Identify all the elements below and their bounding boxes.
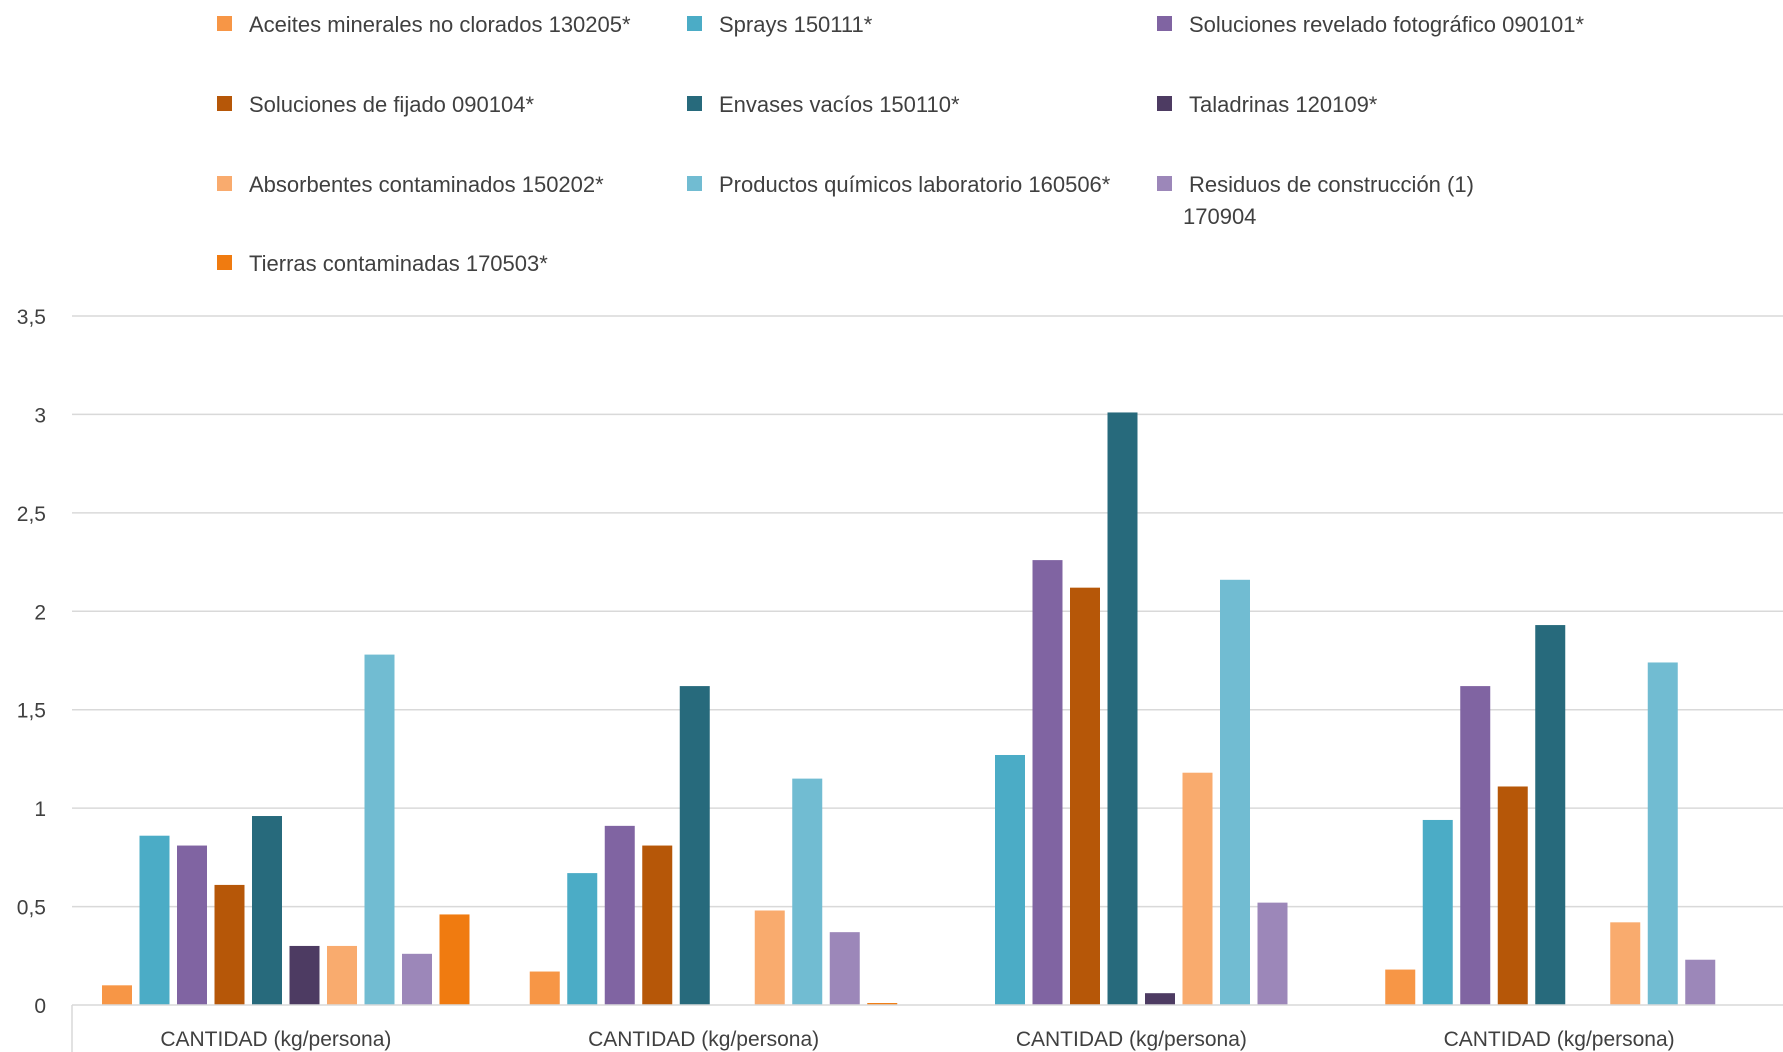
x-category-label: CANTIDAD (kg/persona)	[588, 1028, 819, 1051]
bar	[139, 835, 170, 1005]
x-category-label: CANTIDAD (kg/persona)	[1016, 1028, 1247, 1051]
legend-swatch	[687, 96, 702, 111]
legend-item: Aceites minerales no clorados 130205*	[217, 12, 631, 37]
bar	[1385, 969, 1416, 1005]
legend-item: Sprays 150111*	[687, 12, 873, 37]
legend-label: Aceites minerales no clorados 130205*	[249, 12, 631, 37]
legend-item: Absorbentes contaminados 150202*	[217, 172, 604, 197]
bar	[1647, 662, 1678, 1005]
bar	[1145, 993, 1175, 1005]
legend-swatch	[217, 176, 232, 191]
legend-swatch	[217, 96, 232, 111]
bar	[1685, 959, 1716, 1005]
y-tick-label: 3,5	[17, 306, 46, 329]
legend-label: Residuos de construcción (1)	[1189, 172, 1474, 197]
bar	[1182, 772, 1213, 1005]
bar	[567, 873, 598, 1005]
bar	[867, 1003, 898, 1005]
y-tick-label: 0,5	[17, 897, 46, 920]
bar	[439, 914, 470, 1005]
bar	[604, 825, 635, 1005]
legend-item: Taladrinas 120109*	[1157, 92, 1378, 117]
legend-label: Tierras contaminadas 170503*	[249, 251, 548, 276]
bar	[1220, 579, 1250, 1005]
bar	[829, 932, 860, 1005]
legend-item: Soluciones de fijado 090104*	[217, 92, 534, 117]
bar	[1032, 560, 1063, 1005]
bar	[529, 971, 560, 1005]
legend-item: Productos químicos laboratorio 160506*	[687, 172, 1111, 197]
legend-swatch	[1157, 176, 1172, 191]
legend-swatch	[217, 16, 232, 31]
bar	[402, 953, 432, 1005]
legend-label: Sprays 150111*	[719, 12, 873, 37]
legend-swatch	[217, 255, 232, 270]
bar	[1107, 412, 1138, 1006]
legend-swatch	[687, 16, 702, 31]
bar	[214, 884, 245, 1005]
bar	[1422, 819, 1453, 1005]
chart-legend: Aceites minerales no clorados 130205* Spr…	[217, 12, 1584, 276]
chart-bars	[102, 412, 1716, 1006]
bar	[1070, 587, 1100, 1005]
x-category-label: CANTIDAD (kg/persona)	[1444, 1028, 1675, 1051]
y-tick-label: 0	[34, 995, 46, 1018]
legend-item: Tierras contaminadas 170503*	[217, 251, 548, 276]
bar	[1497, 786, 1528, 1005]
bar	[1610, 922, 1641, 1005]
legend-label: Taladrinas 120109*	[1189, 92, 1378, 117]
legend-item: Residuos de construcción (1) 170904	[1157, 172, 1474, 229]
bar	[289, 945, 320, 1005]
bar	[679, 686, 710, 1005]
legend-swatch	[1157, 16, 1172, 31]
legend-item: Envases vacíos 150110*	[687, 92, 960, 117]
y-tick-label: 1	[34, 798, 46, 821]
legend-label: Soluciones de fijado 090104*	[249, 92, 534, 117]
bar	[364, 654, 395, 1005]
legend-item: Soluciones revelado fotográfico 090101*	[1157, 12, 1584, 37]
legend-swatch	[1157, 96, 1172, 111]
y-tick-label: 1,5	[17, 700, 46, 723]
legend-label: Soluciones revelado fotográfico 090101*	[1189, 12, 1584, 37]
legend-label: 170904	[1183, 204, 1256, 229]
bar	[1257, 902, 1288, 1005]
y-tick-label: 2	[34, 601, 46, 624]
bar	[995, 754, 1025, 1005]
bar	[642, 845, 673, 1005]
chart-gridlines	[72, 315, 1783, 908]
y-tick-label: 3	[34, 404, 46, 427]
y-axis: 0 0,5 1 1,5 2 2,5 3 3,5	[17, 306, 46, 1018]
bar	[102, 985, 132, 1005]
bar	[252, 816, 282, 1005]
bar	[177, 845, 207, 1005]
bar	[327, 945, 357, 1005]
bar	[754, 910, 785, 1005]
legend-swatch	[687, 176, 702, 191]
bar	[1535, 625, 1566, 1005]
x-category-label: CANTIDAD (kg/persona)	[160, 1028, 391, 1051]
bar	[792, 778, 823, 1005]
legend-label: Productos químicos laboratorio 160506*	[719, 172, 1111, 197]
legend-label: Envases vacíos 150110*	[719, 92, 960, 117]
x-axis: CANTIDAD (kg/persona) CANTIDAD (kg/person…	[71, 1004, 1783, 1052]
legend-label: Absorbentes contaminados 150202*	[249, 172, 604, 197]
y-tick-label: 2,5	[17, 503, 46, 526]
bar	[1460, 686, 1491, 1005]
